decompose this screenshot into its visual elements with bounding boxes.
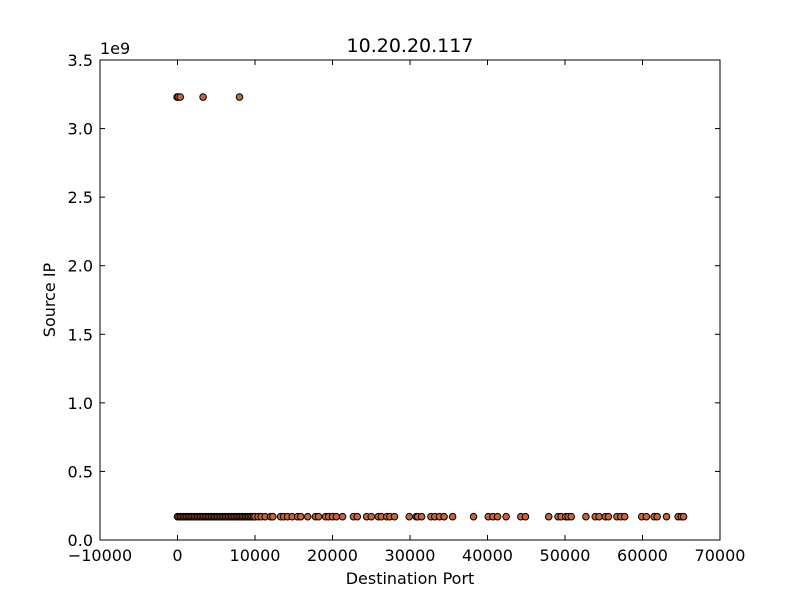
y-tick-label: 2.5 bbox=[68, 188, 93, 207]
y-axis-title: Source IP bbox=[40, 262, 59, 337]
chart-title: 10.20.20.117 bbox=[347, 35, 474, 57]
y-offset-label: 1e9 bbox=[100, 39, 130, 58]
x-tick-label: 0 bbox=[172, 546, 182, 565]
y-tick-label: 3.0 bbox=[68, 120, 93, 139]
data-point bbox=[469, 512, 478, 521]
data-point bbox=[353, 512, 362, 521]
y-tick-label: 3.5 bbox=[68, 51, 93, 70]
data-point bbox=[390, 512, 399, 521]
data-point bbox=[662, 512, 671, 521]
y-tick-label: 1.0 bbox=[68, 394, 93, 413]
y-tick-label: 0.0 bbox=[68, 531, 93, 550]
data-point bbox=[493, 512, 502, 521]
ticks-layer: −10000 0 10000 20000 30000 40000 50000 60000 700… bbox=[68, 51, 746, 565]
data-point bbox=[417, 512, 426, 521]
data-point bbox=[544, 512, 553, 521]
x-tick-label: 30000 bbox=[385, 546, 436, 565]
data-point bbox=[176, 93, 185, 101]
x-tick-label: 20000 bbox=[307, 546, 358, 565]
data-point bbox=[332, 512, 341, 521]
data-point bbox=[235, 93, 244, 101]
data-point bbox=[199, 93, 207, 101]
data-point bbox=[595, 512, 603, 521]
x-tick-label: 40000 bbox=[462, 546, 513, 565]
points-layer bbox=[173, 93, 688, 521]
data-point bbox=[303, 512, 312, 521]
y-tick-label: 0.5 bbox=[68, 462, 93, 481]
data-point bbox=[679, 512, 688, 521]
x-tick-label: 50000 bbox=[540, 546, 591, 565]
data-point bbox=[440, 512, 448, 521]
data-point bbox=[314, 512, 323, 521]
data-point bbox=[642, 512, 651, 521]
x-tick-label: 60000 bbox=[617, 546, 668, 565]
data-point bbox=[269, 512, 277, 521]
data-point bbox=[567, 512, 576, 521]
x-axis-title: Destination Port bbox=[346, 569, 475, 588]
data-point bbox=[521, 512, 530, 521]
y-tick-label: 2.0 bbox=[68, 257, 93, 276]
data-point bbox=[448, 512, 457, 521]
data-point bbox=[338, 512, 347, 521]
data-point bbox=[502, 512, 510, 521]
data-point bbox=[405, 512, 414, 521]
data-point bbox=[604, 512, 613, 521]
x-tick-label: −10000 bbox=[68, 546, 132, 565]
x-tick-label: 10000 bbox=[230, 546, 281, 565]
x-tick-label: 70000 bbox=[695, 546, 746, 565]
y-tick-label: 1.5 bbox=[68, 325, 93, 344]
plot-area bbox=[100, 60, 720, 540]
data-point bbox=[582, 512, 590, 521]
data-point bbox=[653, 512, 662, 521]
data-point bbox=[620, 512, 629, 521]
data-point bbox=[296, 512, 305, 521]
data-point bbox=[367, 512, 376, 521]
